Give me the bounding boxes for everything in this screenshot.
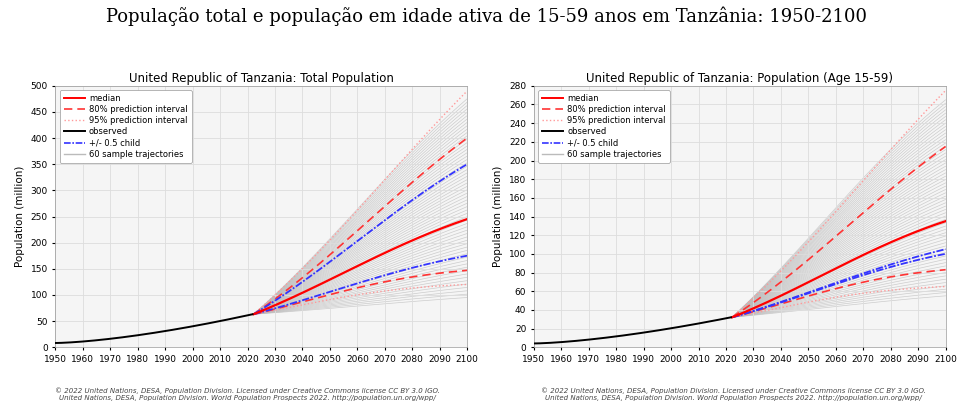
- Title: United Republic of Tanzania: Total Population: United Republic of Tanzania: Total Popul…: [129, 72, 394, 85]
- Text: © 2022 United Nations, DESA, Population Division. Licensed under Creative Common: © 2022 United Nations, DESA, Population …: [55, 387, 440, 401]
- Legend: median, 80% prediction interval, 95% prediction interval, observed, +/- 0.5 chil: median, 80% prediction interval, 95% pre…: [59, 90, 191, 163]
- Legend: median, 80% prediction interval, 95% prediction interval, observed, +/- 0.5 chil: median, 80% prediction interval, 95% pre…: [538, 90, 670, 163]
- Y-axis label: Population (million): Population (million): [494, 166, 503, 267]
- Text: População total e população em idade ativa de 15-59 anos em Tanzânia: 1950-2100: População total e população em idade ati…: [106, 6, 866, 25]
- Text: © 2022 United Nations, DESA, Population Division. Licensed under Creative Common: © 2022 United Nations, DESA, Population …: [541, 387, 926, 401]
- Title: United Republic of Tanzania: Population (Age 15-59): United Republic of Tanzania: Population …: [586, 72, 893, 85]
- Y-axis label: Population (million): Population (million): [15, 166, 25, 267]
